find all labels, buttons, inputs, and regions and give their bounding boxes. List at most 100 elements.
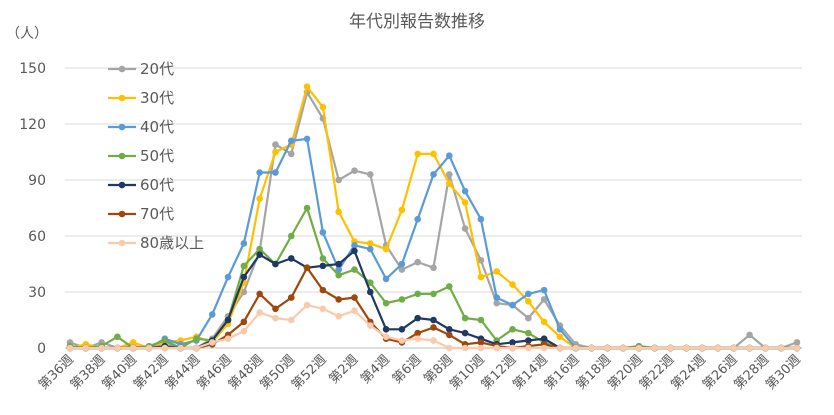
x-tick-label: 第40週 <box>99 352 140 393</box>
data-point <box>303 135 311 143</box>
data-point <box>525 329 532 337</box>
data-point <box>335 312 342 320</box>
data-point <box>446 152 453 160</box>
x-tick-label: 第30週 <box>763 352 804 393</box>
legend-item: 60代 <box>108 176 174 194</box>
data-point <box>177 344 184 352</box>
data-point <box>414 335 421 342</box>
legend-marker <box>118 181 126 189</box>
data-point <box>303 301 311 309</box>
series-80歳以上 <box>66 301 801 352</box>
data-point <box>66 344 74 352</box>
data-point <box>82 344 90 352</box>
x-tick-label: 第26週 <box>700 352 741 393</box>
data-point <box>525 290 532 298</box>
x-tick-label: 第12週 <box>479 352 520 393</box>
series-20代 <box>66 88 801 352</box>
data-point <box>793 344 801 352</box>
data-point <box>335 296 342 303</box>
data-point <box>272 260 279 268</box>
data-point <box>224 335 232 342</box>
x-tick-label: 第2週 <box>326 352 361 387</box>
legend-item: 50代 <box>108 147 174 165</box>
data-point <box>446 344 453 352</box>
data-point <box>351 242 358 249</box>
data-point <box>240 318 248 326</box>
data-point <box>256 309 263 316</box>
legend-marker <box>118 94 126 102</box>
data-point <box>240 288 248 296</box>
data-point <box>287 150 295 158</box>
data-point <box>398 266 406 273</box>
data-point <box>303 264 311 272</box>
data-point <box>287 232 295 240</box>
data-point <box>98 344 105 352</box>
data-point <box>777 344 785 352</box>
data-point <box>256 169 263 176</box>
chart-title: 年代別報告数推移 <box>349 12 485 32</box>
x-tick-label: 第44週 <box>163 352 204 393</box>
legend: 20代 30代 40代 50代 60代 70代 80歳以上 <box>108 60 204 252</box>
gridlines <box>65 67 802 349</box>
data-point <box>319 228 327 236</box>
data-point <box>319 255 327 262</box>
data-point <box>335 271 342 279</box>
data-point <box>556 326 564 333</box>
data-point <box>446 171 453 178</box>
data-point <box>319 103 327 111</box>
data-point <box>430 324 437 331</box>
y-tick-label: 30 <box>28 285 46 301</box>
data-point <box>540 318 548 326</box>
x-tick-label: 第50週 <box>257 352 298 393</box>
data-point <box>556 344 564 352</box>
data-point <box>461 187 469 195</box>
x-tick-label: 第14週 <box>510 352 551 393</box>
data-point <box>525 337 532 344</box>
data-point <box>272 169 279 176</box>
data-point <box>256 195 263 202</box>
data-point <box>193 335 200 342</box>
legend-marker <box>118 123 126 131</box>
data-point <box>382 326 390 333</box>
legend-item: 70代 <box>108 205 174 223</box>
data-point <box>540 344 548 352</box>
data-point <box>272 305 279 313</box>
data-point <box>525 314 532 322</box>
data-point <box>430 337 437 344</box>
data-point <box>746 331 753 339</box>
x-tick-label: 第22週 <box>637 352 678 393</box>
data-point <box>272 148 279 156</box>
data-point <box>256 251 263 258</box>
legend-label: 50代 <box>140 147 174 165</box>
data-point <box>161 337 169 344</box>
data-point <box>604 344 611 352</box>
data-point <box>714 344 722 352</box>
data-point <box>430 171 437 178</box>
data-point <box>319 305 327 313</box>
data-point <box>272 314 279 322</box>
data-point <box>351 294 358 301</box>
data-point <box>493 344 501 352</box>
data-point <box>430 264 437 272</box>
data-point <box>793 339 801 346</box>
x-tick-label: 第6週 <box>390 352 425 387</box>
data-point <box>129 339 137 346</box>
data-point <box>240 262 248 270</box>
x-tick-label: 第18週 <box>573 352 614 393</box>
data-point <box>651 344 659 352</box>
x-tick-label: 第24週 <box>668 352 709 393</box>
x-tick-label: 第16週 <box>542 352 583 393</box>
data-point <box>319 262 327 270</box>
data-point <box>446 331 453 339</box>
data-point <box>351 307 358 314</box>
legend-label: 20代 <box>140 60 174 78</box>
data-point <box>351 167 358 174</box>
data-point <box>398 326 406 333</box>
data-point <box>477 339 485 346</box>
data-point <box>366 171 374 178</box>
data-point <box>256 245 263 253</box>
data-point <box>477 215 485 223</box>
data-point <box>335 176 342 184</box>
legend-label: 80歳以上 <box>140 234 204 252</box>
